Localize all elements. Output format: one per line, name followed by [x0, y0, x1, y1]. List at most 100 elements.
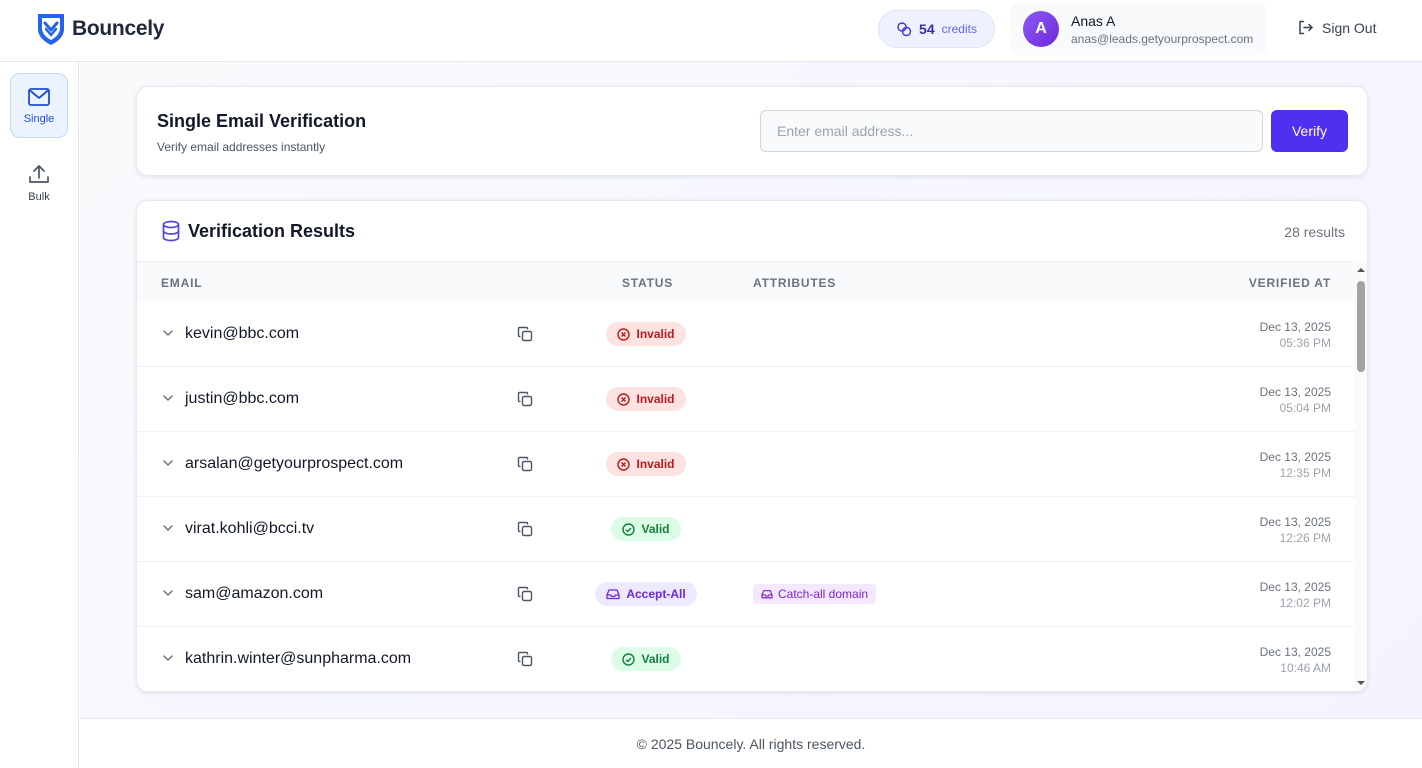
- single-verification-card: Single Email Verification Verify email a…: [136, 86, 1368, 176]
- table-row[interactable]: arsalan@getyourprospect.com Invalid Dec 13…: [137, 432, 1355, 497]
- verification-results-card: Verification Results 28 results Email St…: [136, 200, 1368, 692]
- table-row[interactable]: justin@bbc.com Invalid Dec 13, 2025 05:04 P…: [137, 367, 1355, 432]
- verified-time: 05:04 PM: [1279, 401, 1331, 415]
- column-header-verified-at[interactable]: Verified At: [1248, 276, 1331, 290]
- status-badge: Valid: [611, 647, 681, 671]
- scroll-down-arrow-icon[interactable]: [1356, 679, 1366, 687]
- brand-logo[interactable]: Bouncely: [36, 12, 164, 46]
- x-circle-icon: [617, 457, 631, 471]
- status-label: Invalid: [636, 392, 675, 406]
- copy-icon[interactable]: [517, 326, 533, 342]
- sidebar: Single Bulk: [0, 62, 79, 768]
- chevron-down-icon[interactable]: [161, 651, 175, 665]
- user-name: Anas A: [1071, 13, 1116, 29]
- column-header-email[interactable]: Email: [161, 276, 203, 290]
- verified-time: 12:02 PM: [1279, 596, 1331, 610]
- status-cell: Invalid: [546, 387, 746, 411]
- credits-label: credits: [941, 22, 977, 36]
- email-input[interactable]: [760, 110, 1263, 152]
- footer: © 2025 Bouncely. All rights reserved.: [80, 718, 1422, 768]
- table-row[interactable]: sam@amazon.com Accept-All Catch-all domain…: [137, 562, 1355, 627]
- verified-time: 10:46 AM: [1280, 661, 1331, 675]
- verified-at-cell: Dec 13, 2025 05:04 PM: [1260, 384, 1331, 416]
- row-email: justin@bbc.com: [185, 390, 300, 407]
- column-header-attributes[interactable]: Attributes: [753, 276, 837, 290]
- copy-icon[interactable]: [517, 651, 533, 667]
- table-row[interactable]: kathrin.winter@sunpharma.com Valid Dec 13,…: [137, 627, 1355, 691]
- sign-out-button[interactable]: Sign Out: [1297, 19, 1376, 36]
- user-profile[interactable]: A Anas A anas@leads.getyourprospect.com: [1011, 3, 1266, 55]
- verified-date: Dec 13, 2025: [1259, 450, 1331, 464]
- row-email: arsalan@getyourprospect.com: [185, 455, 404, 472]
- row-email: kevin@bbc.com: [185, 325, 300, 342]
- avatar: A: [1023, 11, 1059, 47]
- copy-icon[interactable]: [517, 456, 533, 472]
- verified-at-cell: Dec 13, 2025 12:02 PM: [1260, 579, 1331, 611]
- status-label: Accept-All: [626, 587, 686, 601]
- row-email: sam@amazon.com: [185, 585, 324, 602]
- chevron-down-icon[interactable]: [161, 456, 175, 470]
- verified-date: Dec 13, 2025: [1259, 580, 1331, 594]
- verified-at-cell: Dec 13, 2025 12:26 PM: [1260, 514, 1331, 546]
- results-count: 28 results: [1284, 224, 1345, 240]
- x-circle-icon: [617, 392, 631, 406]
- verified-time: 12:35 PM: [1279, 466, 1331, 480]
- scroll-up-arrow-icon[interactable]: [1356, 266, 1366, 274]
- footer-copyright: © 2025 Bouncely. All rights reserved.: [636, 735, 866, 752]
- shield-logo-icon: [38, 14, 64, 45]
- verify-button[interactable]: Verify: [1271, 110, 1348, 152]
- verified-time: 05:36 PM: [1279, 336, 1331, 350]
- column-header-status[interactable]: Status: [622, 276, 674, 290]
- status-cell: Valid: [546, 517, 746, 541]
- credits-badge[interactable]: 54 credits: [878, 10, 995, 48]
- status-badge: Invalid: [606, 452, 686, 476]
- results-title: Verification Results: [188, 221, 356, 241]
- verified-at-cell: Dec 13, 2025 12:35 PM: [1260, 449, 1331, 481]
- credits-value: 54: [919, 21, 935, 37]
- row-email: kathrin.winter@sunpharma.com: [185, 650, 412, 667]
- verified-time: 12:26 PM: [1279, 531, 1331, 545]
- status-label: Invalid: [636, 327, 675, 341]
- copy-icon[interactable]: [517, 586, 533, 602]
- verify-subtitle: Verify email addresses instantly: [157, 140, 326, 154]
- status-label: Valid: [641, 522, 670, 536]
- table-row[interactable]: kevin@bbc.com Invalid Dec 13, 2025 05:36 PM: [137, 302, 1355, 367]
- results-table-body: kevin@bbc.com Invalid Dec 13, 2025 05:36 PM…: [137, 302, 1355, 691]
- check-circle-icon: [622, 522, 636, 536]
- database-icon: [162, 220, 180, 242]
- copy-icon[interactable]: [517, 391, 533, 407]
- status-label: Invalid: [636, 457, 675, 471]
- chevron-down-icon[interactable]: [161, 586, 175, 600]
- table-row[interactable]: virat.kohli@bcci.tv Valid Dec 13, 2025 12:2…: [137, 497, 1355, 562]
- status-badge: Invalid: [606, 322, 686, 346]
- logout-icon: [1299, 20, 1313, 35]
- upload-icon: [29, 164, 49, 183]
- copy-icon[interactable]: [517, 521, 533, 537]
- sidebar-item-single[interactable]: Single: [10, 73, 68, 138]
- status-badge: Accept-All: [595, 582, 697, 606]
- status-cell: Valid: [546, 647, 746, 671]
- chevron-down-icon[interactable]: [161, 391, 175, 405]
- attribute-label: Catch-all domain: [778, 587, 869, 601]
- verified-date: Dec 13, 2025: [1259, 645, 1331, 659]
- scrollbar-thumb[interactable]: [1357, 281, 1365, 372]
- verified-date: Dec 13, 2025: [1259, 320, 1331, 334]
- sign-out-label: Sign Out: [1322, 19, 1377, 36]
- mail-icon: [28, 87, 50, 106]
- sidebar-item-label: Bulk: [28, 190, 50, 203]
- verified-date: Dec 13, 2025: [1259, 385, 1331, 399]
- attribute-badge: Catch-all domain: [753, 584, 877, 604]
- verified-at-cell: Dec 13, 2025 10:46 AM: [1260, 644, 1331, 676]
- inbox-icon: [761, 590, 773, 599]
- status-cell: Invalid: [546, 452, 746, 476]
- sidebar-item-label: Single: [23, 112, 55, 125]
- table-header: Email Status Attributes Verified At: [137, 261, 1355, 302]
- sidebar-item-bulk[interactable]: Bulk: [10, 150, 68, 215]
- check-circle-icon: [622, 652, 636, 666]
- coins-icon: [897, 22, 912, 37]
- chevron-down-icon[interactable]: [161, 521, 175, 535]
- row-email: virat.kohli@bcci.tv: [185, 520, 315, 537]
- verified-at-cell: Dec 13, 2025 05:36 PM: [1260, 319, 1331, 351]
- chevron-down-icon[interactable]: [161, 326, 175, 340]
- status-cell: Accept-All: [546, 582, 746, 606]
